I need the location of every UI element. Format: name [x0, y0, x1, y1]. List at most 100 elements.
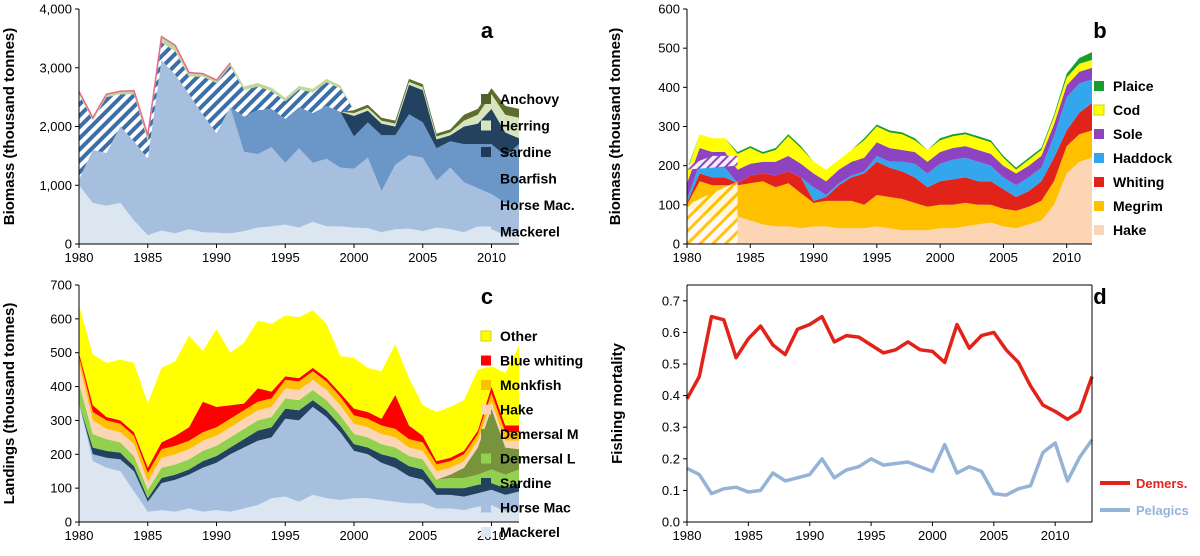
- area-boarfish: [79, 60, 519, 203]
- legend-label-mackerel: Mackerel: [500, 224, 560, 240]
- chart-panel-b: 0 100 200 300 400 500 600 1980 1985 1990 1995 2000 2…: [607, 2, 1172, 266]
- legend-swatch-plaice: [1094, 81, 1104, 91]
- legend-swatch-hake: [481, 404, 491, 415]
- legend-label-sardine: Sardine: [500, 144, 552, 160]
- legend-swatch-sole: [1094, 129, 1104, 139]
- y-tick-label: 300: [658, 119, 680, 134]
- y-tick-label: 200: [50, 447, 72, 462]
- y-tick-label: 500: [658, 41, 680, 56]
- x-tick-label: 1995: [862, 250, 891, 265]
- legend-swatch-monkfish: [481, 380, 491, 390]
- legend-swatch-horse-mac: [481, 200, 491, 210]
- legend-label-demersal-l: Demersal L: [500, 451, 576, 467]
- legend-label-pelagics: Pelagics: [1136, 503, 1189, 518]
- x-tick-label: 1985: [736, 250, 765, 265]
- y-tick-label: 300: [50, 413, 72, 428]
- legend-label-sardine: Sardine: [500, 475, 552, 491]
- x-tick-label: 1980: [65, 250, 94, 265]
- y-tick-label: 400: [50, 379, 72, 394]
- x-tick-label: 2000: [926, 250, 955, 265]
- x-tick-label: 2005: [408, 250, 437, 265]
- y-tick-label: 100: [50, 481, 72, 496]
- x-tick-label: 1985: [133, 528, 162, 543]
- y-tick-label: 400: [658, 80, 680, 95]
- legend-label-cod: Cod: [1113, 102, 1140, 118]
- legend-label-blue-whiting: Blue whiting: [500, 353, 583, 369]
- x-tick-label: 1990: [799, 250, 828, 265]
- legend-swatch-demersal-l: [481, 453, 491, 464]
- legend-label-hake: Hake: [500, 402, 534, 418]
- y-tick-label: 0: [65, 237, 72, 252]
- area-demersal-l: [79, 383, 519, 499]
- area-hake: [79, 362, 519, 490]
- legend-swatch-whiting: [1094, 177, 1104, 187]
- legend-label-horse-mac: Horse Mac: [500, 500, 571, 516]
- area-whiting: [687, 103, 1092, 211]
- line-pelagics: [686, 438, 1094, 497]
- area-sardine: [79, 60, 519, 180]
- x-tick-label: 1990: [795, 528, 824, 543]
- y-tick-label: 0: [673, 237, 680, 252]
- y-tick-label: 600: [658, 2, 680, 17]
- y-tick-label: 3,000: [39, 60, 72, 75]
- top-outline-line: [78, 35, 231, 136]
- y-tick-label: 0.3: [662, 420, 680, 435]
- legend-swatch-sardine: [481, 478, 491, 488]
- legend-label-monkfish: Monkfish: [500, 377, 561, 393]
- legend-swatch-cod: [1093, 104, 1105, 116]
- y-tick-label: 0.4: [662, 388, 680, 403]
- legend-label-anchovy: Anchovy: [500, 91, 559, 107]
- y-tick-label: 1,000: [39, 178, 72, 193]
- y-tick-label: 200: [658, 158, 680, 173]
- chart-panel-c: 0 100 200 300 400 500 600 700 1980 1985 1990 1995 20…: [1, 278, 583, 544]
- area-sardine: [79, 400, 519, 502]
- x-tick-label: 1980: [673, 528, 702, 543]
- legend-label-sole: Sole: [1113, 126, 1143, 142]
- x-tick-label: 2005: [408, 528, 437, 543]
- x-tick-label: 1980: [65, 528, 94, 543]
- legend-label-demers: Demers.: [1136, 476, 1187, 491]
- legend-swatch-hake: [1094, 225, 1104, 235]
- x-tick-label: 2000: [340, 528, 369, 543]
- legend-label-boarfish: Boarfish: [500, 171, 557, 187]
- y-axis-label: Biomass (thousand tonnes): [1, 28, 18, 226]
- legend-swatch-other: [480, 330, 492, 342]
- area-cod: [687, 59, 1092, 184]
- legend-label-other: Other: [500, 328, 538, 344]
- x-tick-label: 2010: [477, 250, 506, 265]
- legend-label-demersal-m: Demersal M: [500, 426, 579, 442]
- legend-swatch-blue-whiting: [481, 355, 491, 366]
- legend-swatch-sardine: [481, 147, 491, 157]
- y-tick-label: 600: [50, 311, 72, 326]
- x-tick-label: 1990: [202, 528, 231, 543]
- y-tick-label: 100: [658, 197, 680, 212]
- panel-label: d: [1093, 284, 1106, 309]
- y-axis-label: Landings (thousand tonnes): [1, 303, 18, 505]
- legend-label-mackerel: Mackerel: [500, 524, 560, 540]
- y-tick-label: 0.0: [662, 515, 680, 530]
- x-tick-label: 1980: [673, 250, 702, 265]
- area-horse-mac: [79, 403, 519, 512]
- y-tick-label: 0.5: [662, 357, 680, 372]
- chart-panel-a: 0 1,000 2,000 3,000 4,000 1980 1985 1990 1995 200…: [1, 2, 575, 266]
- legend-label-megrim: Megrim: [1113, 198, 1163, 214]
- y-tick-label: 0.6: [662, 325, 680, 340]
- area-undefined-hatched: [79, 42, 519, 180]
- legend-swatch-haddock: [1094, 153, 1104, 163]
- x-tick-label: 1985: [734, 528, 763, 543]
- y-tick-label: 0.7: [662, 293, 680, 308]
- x-tick-label: 2005: [979, 528, 1008, 543]
- x-tick-label: 1995: [271, 250, 300, 265]
- x-tick-label: 1995: [857, 528, 886, 543]
- y-tick-label: 4,000: [39, 2, 72, 17]
- x-tick-label: 2000: [918, 528, 947, 543]
- legend-label-hake: Hake: [1113, 222, 1147, 238]
- legend-label-whiting: Whiting: [1113, 174, 1164, 190]
- area-mackerel: [79, 185, 519, 244]
- y-tick-label: 0: [65, 515, 72, 530]
- y-tick-label: 0.1: [662, 483, 680, 498]
- legend-label-haddock: Haddock: [1113, 150, 1172, 166]
- x-tick-label: 1985: [133, 250, 162, 265]
- area-horse-mac: [79, 60, 519, 236]
